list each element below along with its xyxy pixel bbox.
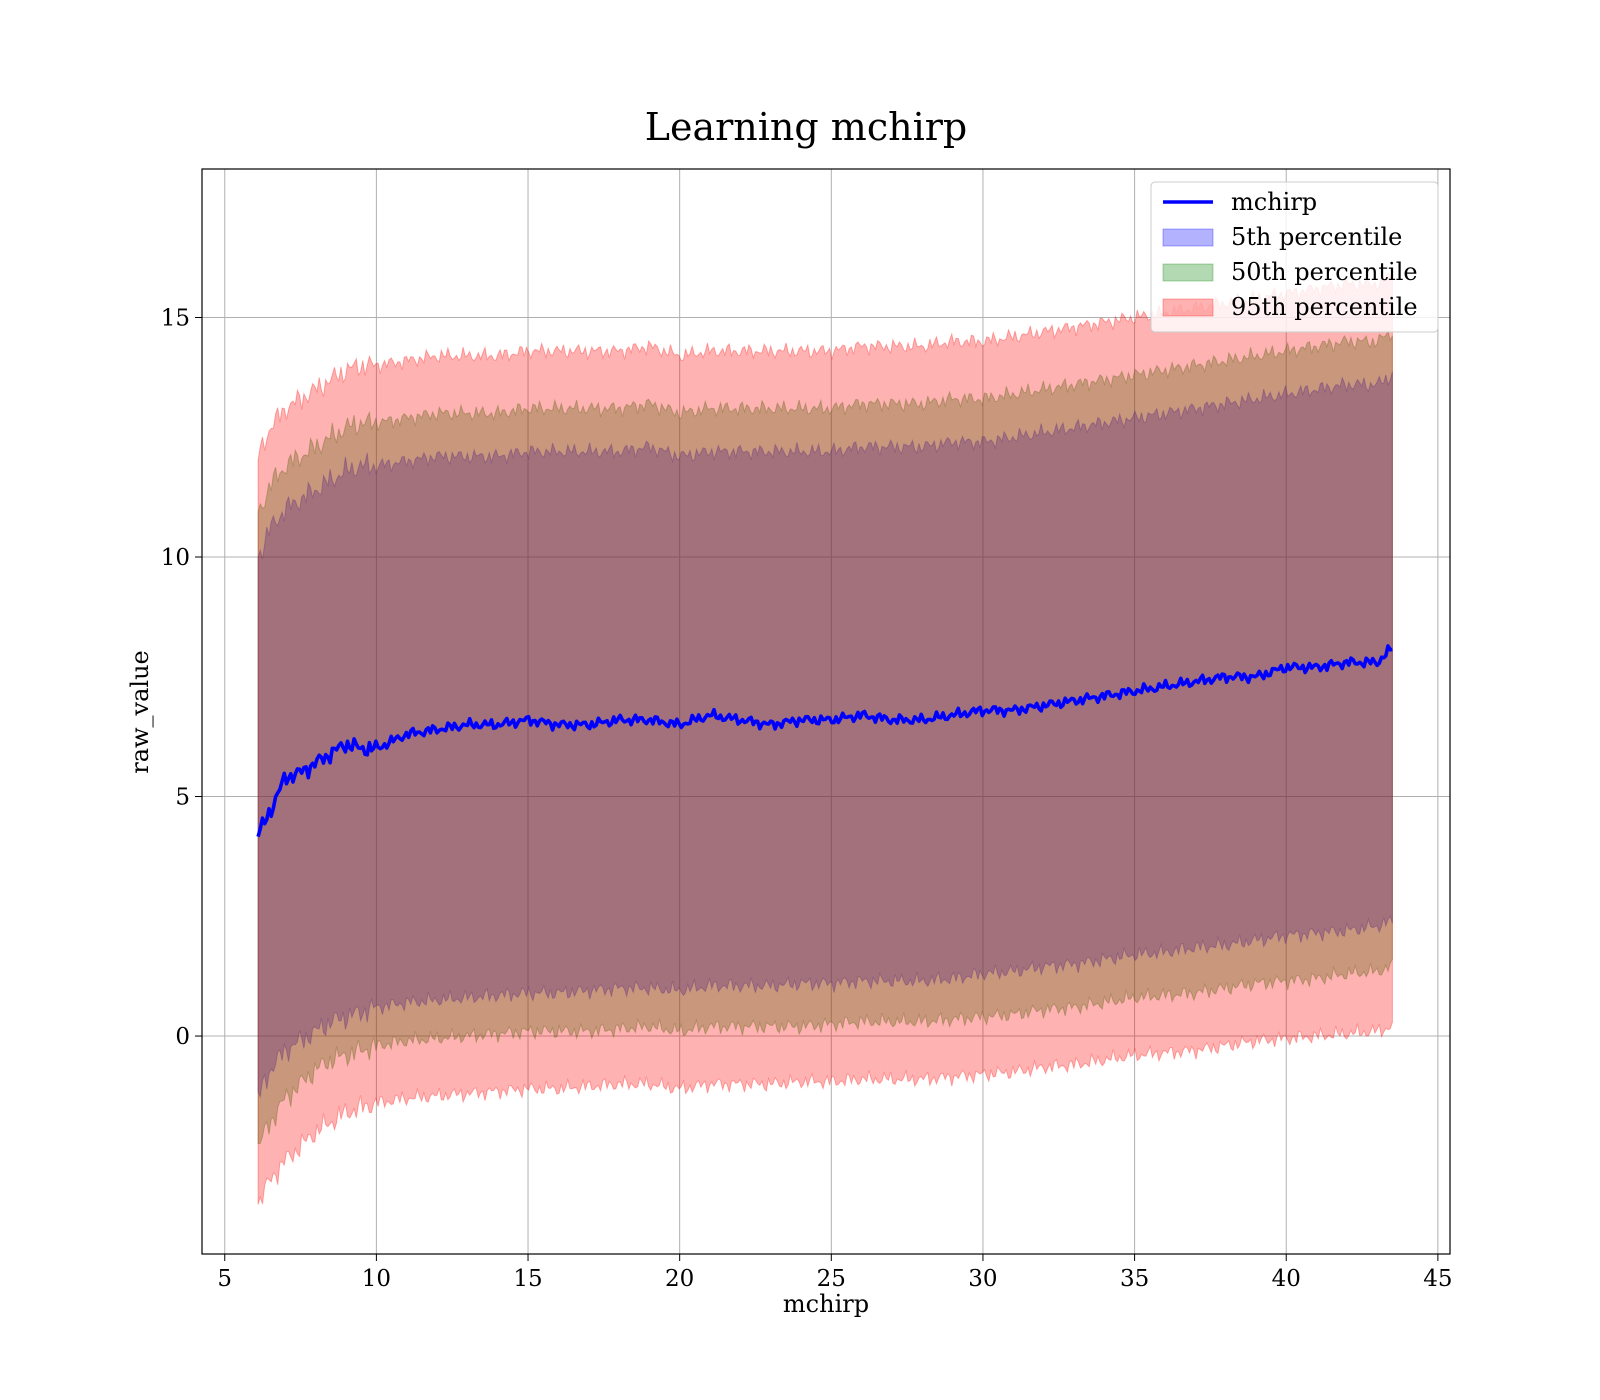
x-tick-label-5: 30 bbox=[968, 1266, 997, 1292]
legend-label-50th-percentile: 50th percentile bbox=[1231, 258, 1418, 286]
x-axis-label: mchirp bbox=[783, 1290, 869, 1318]
chart-title: Learning mchirp bbox=[645, 105, 967, 149]
y-tick-label-3: 15 bbox=[161, 305, 190, 331]
x-tick-label-4: 25 bbox=[817, 1266, 846, 1292]
line-mchirp bbox=[256, 644, 1393, 838]
x-tick-label-1: 10 bbox=[362, 1266, 391, 1292]
x-tick-label-2: 15 bbox=[513, 1266, 542, 1292]
band-5th-percentile bbox=[257, 371, 1393, 1099]
legend: mchirp 5th percentile 50th percentile 95th … bbox=[1150, 181, 1439, 333]
data-lines bbox=[256, 644, 1393, 838]
x-tick-label-3: 20 bbox=[665, 1266, 694, 1292]
x-tick-label-0: 5 bbox=[217, 1266, 232, 1292]
legend-swatch-95th-percentile bbox=[1162, 298, 1214, 317]
y-axis-label: raw_value bbox=[126, 650, 154, 774]
y-axis-ticks: 0 5 10 15 bbox=[161, 305, 202, 1050]
x-tick-label-6: 35 bbox=[1120, 1266, 1149, 1292]
band-95th-percentile bbox=[257, 271, 1393, 1205]
y-tick-label-0: 0 bbox=[175, 1024, 190, 1050]
y-tick-label-2: 10 bbox=[161, 545, 190, 571]
legend-label-95th-percentile: 95th percentile bbox=[1231, 293, 1418, 321]
x-axis-ticks: 5 10 15 20 25 30 35 40 45 bbox=[217, 1254, 1453, 1292]
grid bbox=[202, 169, 1450, 1254]
legend-label-mchirp: mchirp bbox=[1231, 188, 1317, 216]
legend-swatch-50th-percentile bbox=[1162, 263, 1214, 282]
band-50th-percentile bbox=[257, 330, 1393, 1145]
legend-frame bbox=[1150, 181, 1439, 333]
legend-label-5th-percentile: 5th percentile bbox=[1231, 223, 1402, 251]
x-tick-label-8: 45 bbox=[1423, 1266, 1452, 1292]
legend-swatch-5th-percentile bbox=[1162, 228, 1214, 247]
percentile-bands bbox=[257, 271, 1393, 1205]
x-tick-label-7: 40 bbox=[1272, 1266, 1301, 1292]
plot-frame bbox=[201, 168, 1451, 1255]
y-tick-label-1: 5 bbox=[175, 785, 190, 811]
